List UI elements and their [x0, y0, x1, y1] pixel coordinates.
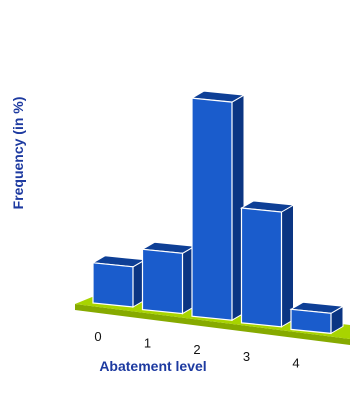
bar-series: [91, 90, 345, 335]
bar-front: [141, 248, 184, 315]
bar-front: [290, 308, 332, 335]
x-tick-label: 0: [94, 329, 101, 344]
floor-front: [75, 304, 350, 345]
y-axis-title: Frequency (in %): [10, 97, 26, 210]
bar-0: [91, 255, 147, 308]
bar-4: [289, 301, 345, 335]
x-tick-label: 1: [144, 336, 151, 351]
bar-2: [190, 90, 246, 322]
bar-3: [239, 200, 296, 328]
bar-front: [92, 262, 134, 308]
bar-front: [240, 207, 283, 328]
bar-front: [191, 97, 233, 321]
x-axis-title: Abatement level: [99, 358, 206, 374]
x-tick-label: 2: [193, 342, 200, 357]
x-tick-label: 3: [243, 349, 250, 364]
x-tick-label: 4: [292, 355, 299, 370]
bar-1: [140, 241, 197, 315]
x-tick-labels: 0 1 2 3 4: [94, 329, 299, 370]
